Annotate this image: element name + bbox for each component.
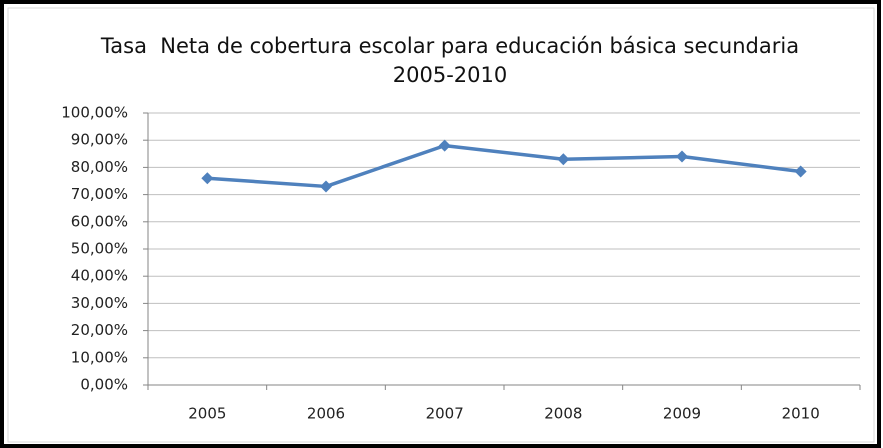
x-tick-label: 2005 [188, 405, 226, 423]
x-tick-label: 2008 [544, 405, 582, 423]
data-point [794, 165, 807, 178]
y-tick-label: 0,00% [80, 376, 128, 394]
data-point [557, 153, 570, 166]
x-tick-label: 2006 [307, 405, 345, 423]
y-tick-label: 50,00% [71, 240, 128, 258]
x-tick-label: 2007 [426, 405, 464, 423]
y-tick-label: 100,00% [61, 104, 128, 122]
y-tick-label: 10,00% [71, 348, 128, 366]
data-point [320, 180, 332, 193]
y-tick-label: 80,00% [71, 158, 128, 176]
y-tick-label: 90,00% [71, 131, 128, 149]
x-tick-label: 2010 [782, 405, 820, 423]
chart-area [7, 7, 875, 443]
x-tick-label: 2009 [663, 405, 701, 423]
y-tick-label: 20,00% [71, 321, 128, 339]
data-point [201, 172, 214, 185]
series-line [207, 143, 801, 189]
y-tick-label: 40,00% [71, 267, 128, 285]
y-tick-label: 70,00% [71, 185, 128, 203]
data-point [676, 150, 688, 163]
chart-title: Tasa Neta de cobertura escolar para educ… [100, 34, 813, 87]
data-point [438, 139, 451, 152]
y-tick-label: 60,00% [71, 212, 128, 230]
y-tick-label: 30,00% [71, 294, 128, 312]
